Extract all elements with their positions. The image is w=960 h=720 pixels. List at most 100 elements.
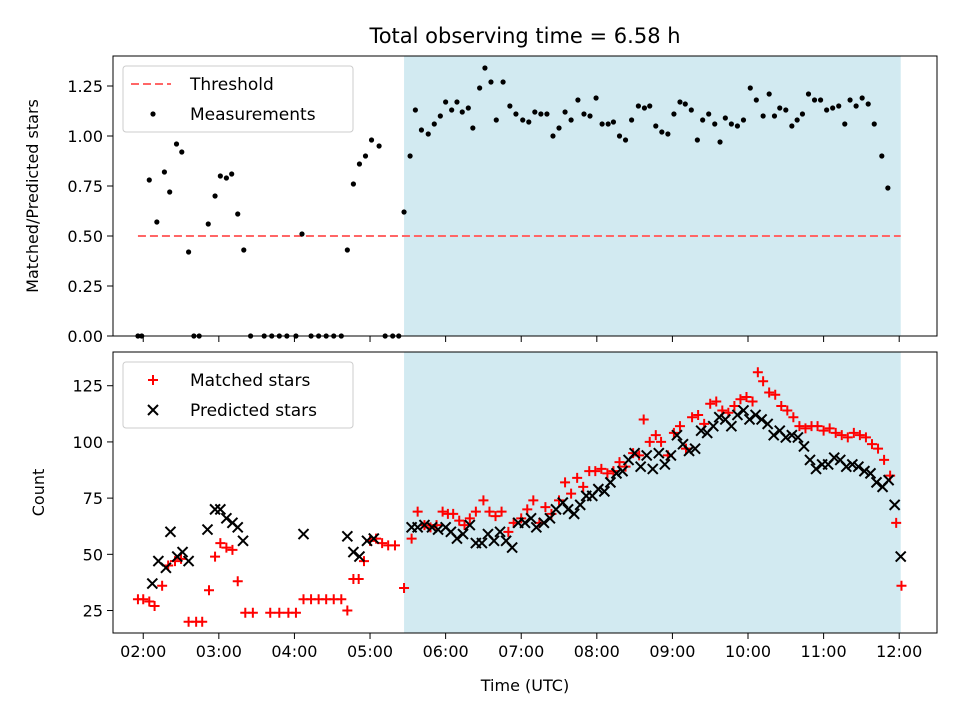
matched-star-point xyxy=(528,495,539,506)
measurement-point xyxy=(229,171,235,177)
measurement-point xyxy=(753,97,759,103)
predicted-star-point xyxy=(568,508,580,520)
x-tick-label: 06:00 xyxy=(423,642,469,661)
predicted-star-point xyxy=(882,474,895,486)
predicted-star-point xyxy=(695,424,707,437)
measurement-point xyxy=(173,141,180,147)
measurement-point xyxy=(241,247,247,253)
measurement-point xyxy=(299,231,305,237)
observing-window-span xyxy=(404,56,901,336)
predicted-star-point xyxy=(888,499,901,511)
predicted-star-point xyxy=(731,409,744,421)
predicted-star-point xyxy=(737,404,750,417)
matched-star-point xyxy=(578,481,589,492)
predicted-star-point xyxy=(798,440,810,453)
matched-star-point xyxy=(215,538,226,549)
matched-star-point xyxy=(247,607,258,618)
predicted-star-point xyxy=(828,451,840,464)
predicted-star-point xyxy=(840,460,852,473)
predicted-star-point xyxy=(895,550,907,563)
measurement-point xyxy=(789,123,795,129)
predicted-star-point xyxy=(464,519,476,531)
y-tick-label: 0.50 xyxy=(67,227,103,246)
measurement-point xyxy=(635,103,641,109)
matched-star-point xyxy=(729,400,740,411)
measurement-point xyxy=(532,109,538,115)
measurement-point xyxy=(677,99,683,105)
measurement-point xyxy=(376,143,382,149)
measurement-point xyxy=(842,121,848,127)
measurement-point xyxy=(449,107,455,113)
measurement-point xyxy=(641,105,648,111)
measurement-point xyxy=(154,219,160,225)
measurement-point xyxy=(647,103,653,109)
matched-star-point xyxy=(735,394,746,405)
matched-star-point xyxy=(800,423,811,434)
measurement-point xyxy=(350,181,356,187)
measurement-point xyxy=(777,105,783,111)
matched-star-point xyxy=(572,472,583,483)
matched-star-point xyxy=(848,427,859,438)
predicted-star-point xyxy=(634,460,647,473)
measurement-point xyxy=(885,185,891,191)
measurement-point xyxy=(368,137,375,143)
matched-star-point xyxy=(274,607,285,618)
measurement-point xyxy=(760,113,766,119)
measurement-point xyxy=(223,175,229,181)
predicted-star-point xyxy=(810,463,822,475)
measurement-point xyxy=(465,105,471,111)
measurement-point xyxy=(146,177,152,183)
measurement-point xyxy=(562,109,568,115)
y-tick-label: 75 xyxy=(83,489,103,508)
matched-star-point xyxy=(554,495,565,506)
y-tick-label: 1.00 xyxy=(67,127,103,146)
matched-star-point xyxy=(265,607,276,618)
predicted-star-point xyxy=(353,550,366,563)
matched-star-point xyxy=(644,436,655,447)
matched-star-point xyxy=(389,540,400,551)
matched-star-point xyxy=(860,432,871,443)
predicted-star-point xyxy=(347,546,360,558)
predicted-star-point xyxy=(519,517,531,529)
measurement-point xyxy=(817,97,824,103)
measurement-point xyxy=(507,103,513,109)
predicted-star-point xyxy=(786,429,798,441)
predicted-star-point xyxy=(792,431,804,444)
x-tick-label: 09:00 xyxy=(649,642,695,661)
predicted-star-point xyxy=(743,413,756,426)
matched-star-point xyxy=(522,504,533,515)
measurement-point xyxy=(879,153,885,159)
matched-star-point xyxy=(470,506,481,517)
measurement-point xyxy=(544,111,550,117)
measurement-point xyxy=(771,113,778,119)
legend-label: Predicted stars xyxy=(190,401,317,421)
predicted-star-point xyxy=(689,442,701,455)
predicted-star-point xyxy=(755,413,768,426)
measurement-point xyxy=(488,79,494,85)
predicted-star-point xyxy=(451,532,463,545)
series-predicted-stars xyxy=(146,404,907,590)
measurement-point xyxy=(865,101,871,107)
matched-star-point xyxy=(232,576,243,587)
measurement-point xyxy=(671,111,677,117)
predicted-star-point xyxy=(341,530,354,543)
measurement-point xyxy=(688,107,694,113)
legend-box xyxy=(122,65,354,133)
matched-star-point xyxy=(836,430,847,441)
predicted-star-point xyxy=(768,429,780,441)
x-axis-label: Time (UTC) xyxy=(480,676,569,695)
matched-star-point xyxy=(176,553,187,564)
matched-star-point xyxy=(854,430,865,441)
predicted-star-point xyxy=(209,503,221,516)
predicted-star-point xyxy=(804,454,816,466)
axes-frame xyxy=(112,55,938,337)
predicted-star-point xyxy=(201,523,214,536)
measurement-point xyxy=(740,117,747,123)
measurement-point xyxy=(824,107,830,113)
predicted-star-point xyxy=(647,463,659,475)
x-tick-label: 07:00 xyxy=(498,642,544,661)
predicted-star-point xyxy=(659,458,671,471)
measurement-point xyxy=(712,121,718,127)
measurement-point xyxy=(859,95,865,101)
predicted-star-point xyxy=(683,445,695,457)
